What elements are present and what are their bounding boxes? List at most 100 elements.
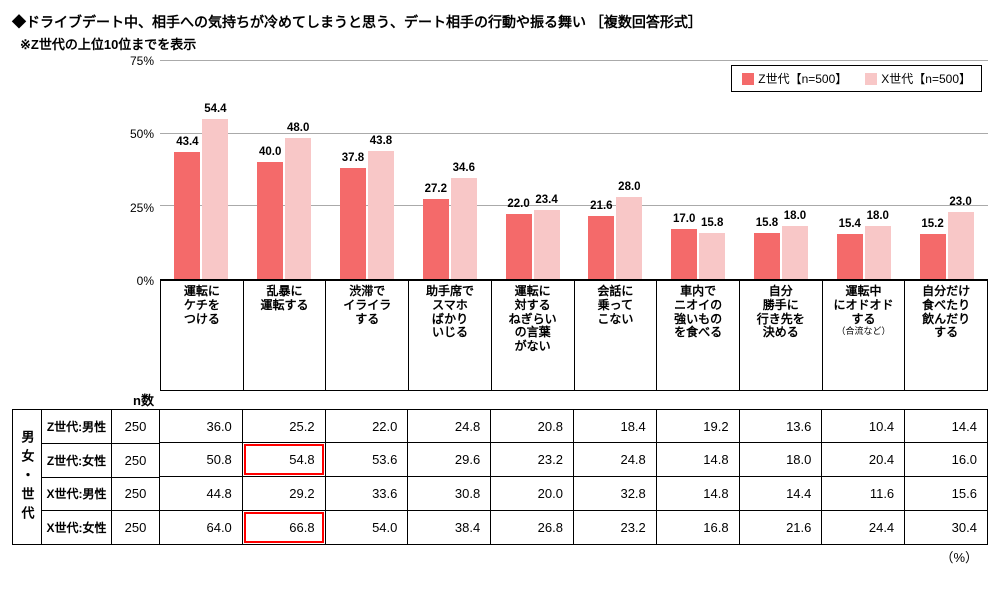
data-cell: 29.6 [408, 443, 491, 477]
data-cell: 54.8 [243, 443, 326, 477]
data-cell: 13.6 [740, 409, 823, 443]
data-cell: 36.0 [160, 409, 243, 443]
data-cell: 66.8 [243, 511, 326, 545]
data-cell: 20.0 [491, 477, 574, 511]
bar-group: 15.818.0 [740, 226, 823, 279]
data-cell: 19.2 [657, 409, 740, 443]
bar-value-label: 15.8 [701, 217, 723, 229]
category-label: 会話に乗ってこない [575, 281, 658, 391]
bar: 18.0 [782, 226, 808, 279]
data-cell: 22.0 [326, 409, 409, 443]
data-cell: 16.8 [657, 511, 740, 545]
category-label: 運転にケチをつける [160, 281, 244, 391]
category-label: 乱暴に運転する [244, 281, 327, 391]
table-row: 36.025.222.024.820.818.419.213.610.414.4 [160, 409, 988, 443]
chart-subtitle: ※Z世代の上位10位までを表示 [12, 34, 988, 53]
n-cell: 250 [112, 409, 160, 444]
n-header: n数 [112, 390, 160, 409]
bar-value-label: 15.4 [839, 218, 861, 230]
data-cell: 64.0 [160, 511, 243, 545]
data-cell: 24.4 [822, 511, 905, 545]
bar: 54.4 [202, 119, 228, 279]
data-cell: 14.8 [657, 443, 740, 477]
bar: 34.6 [451, 178, 477, 279]
n-cell: 250 [112, 478, 160, 512]
grid-line [160, 60, 988, 61]
bar-value-label: 23.0 [949, 196, 971, 208]
legend-label-x: X世代【n=500】 [881, 70, 971, 87]
bar-group: 40.048.0 [243, 138, 326, 279]
data-cell: 14.4 [740, 477, 823, 511]
row-header: Z世代:男性 [42, 409, 112, 444]
bar: 15.2 [920, 234, 946, 279]
bar-group: 21.628.0 [574, 197, 657, 279]
data-cell: 11.6 [822, 477, 905, 511]
data-cell: 53.6 [326, 443, 409, 477]
grid-line [160, 133, 988, 134]
bar-value-label: 37.8 [342, 152, 364, 164]
category-row: 運転にケチをつける乱暴に運転する渋滞でイライラする助手席でスマホばかりいじる運転… [112, 281, 988, 391]
category-label: 助手席でスマホばかりいじる [409, 281, 492, 391]
bar-group: 43.454.4 [160, 119, 243, 279]
data-cell: 30.8 [408, 477, 491, 511]
data-cell: 26.8 [491, 511, 574, 545]
bar: 48.0 [285, 138, 311, 279]
bar: 23.4 [534, 210, 560, 279]
legend-item-z: Z世代【n=500】 [742, 70, 847, 87]
bar-value-label: 18.0 [867, 210, 889, 222]
category-label: 運転中にオドオドする（合流など） [823, 281, 906, 391]
data-cell: 16.0 [905, 443, 988, 477]
bar-value-label: 48.0 [287, 122, 309, 134]
bar: 43.4 [174, 152, 200, 279]
bar-value-label: 17.0 [673, 213, 695, 225]
bar: 17.0 [671, 229, 697, 279]
data-cell: 20.8 [491, 409, 574, 443]
data-cell: 38.4 [408, 511, 491, 545]
bar-value-label: 21.6 [590, 200, 612, 212]
data-cell: 21.6 [740, 511, 823, 545]
data-cell: 23.2 [574, 511, 657, 545]
legend-swatch-z [742, 73, 754, 85]
bar-value-label: 27.2 [425, 183, 447, 195]
bar-value-label: 15.2 [921, 218, 943, 230]
bar-value-label: 34.6 [453, 162, 475, 174]
bar: 27.2 [423, 199, 449, 279]
row-header: Z世代:女性 [42, 444, 112, 478]
bar-value-label: 28.0 [618, 181, 640, 193]
data-cell: 14.4 [905, 409, 988, 443]
bar-value-label: 54.4 [204, 103, 226, 115]
row-header: X世代:男性 [42, 478, 112, 512]
bar-value-label: 43.4 [176, 136, 198, 148]
bar: 15.8 [754, 233, 780, 279]
bar: 21.6 [588, 216, 614, 279]
category-label: 自分勝手に行き先を決める [740, 281, 823, 391]
bar-chart: 75%50%25%0% Z世代【n=500】 X世代【n=500】 43.454… [112, 61, 988, 281]
y-axis: 75%50%25%0% [112, 61, 160, 281]
highlight-box [244, 512, 324, 543]
bar-value-label: 23.4 [535, 194, 557, 206]
n-cell: 250 [112, 444, 160, 478]
table-row: 50.854.853.629.623.224.814.818.020.416.0 [160, 443, 988, 477]
bar: 40.0 [257, 162, 283, 279]
data-table: 男女・世代 Z世代:男性Z世代:女性X世代:男性X世代:女性 250250250… [12, 409, 988, 545]
data-cell: 50.8 [160, 443, 243, 477]
category-label: 運転に対するねぎらいの言葉がない [492, 281, 575, 391]
data-cell: 14.8 [657, 477, 740, 511]
bar: 23.0 [948, 212, 974, 279]
bar-group: 22.023.4 [491, 210, 574, 279]
data-cell: 23.2 [491, 443, 574, 477]
bar-value-label: 18.0 [784, 210, 806, 222]
bar: 15.8 [699, 233, 725, 279]
table-row: 64.066.854.038.426.823.216.821.624.430.4 [160, 511, 988, 545]
data-cell: 10.4 [822, 409, 905, 443]
bar-group: 17.015.8 [657, 229, 740, 279]
bar-group: 27.234.6 [408, 178, 491, 279]
data-cell: 18.4 [574, 409, 657, 443]
bar: 22.0 [506, 214, 532, 279]
data-cell: 44.8 [160, 477, 243, 511]
bar-value-label: 15.8 [756, 217, 778, 229]
table-row: 44.829.233.630.820.032.814.814.411.615.6 [160, 477, 988, 511]
group-header: 男女・世代 [12, 409, 42, 545]
n-label-row: n数 [12, 391, 988, 409]
bar-value-label: 22.0 [507, 198, 529, 210]
